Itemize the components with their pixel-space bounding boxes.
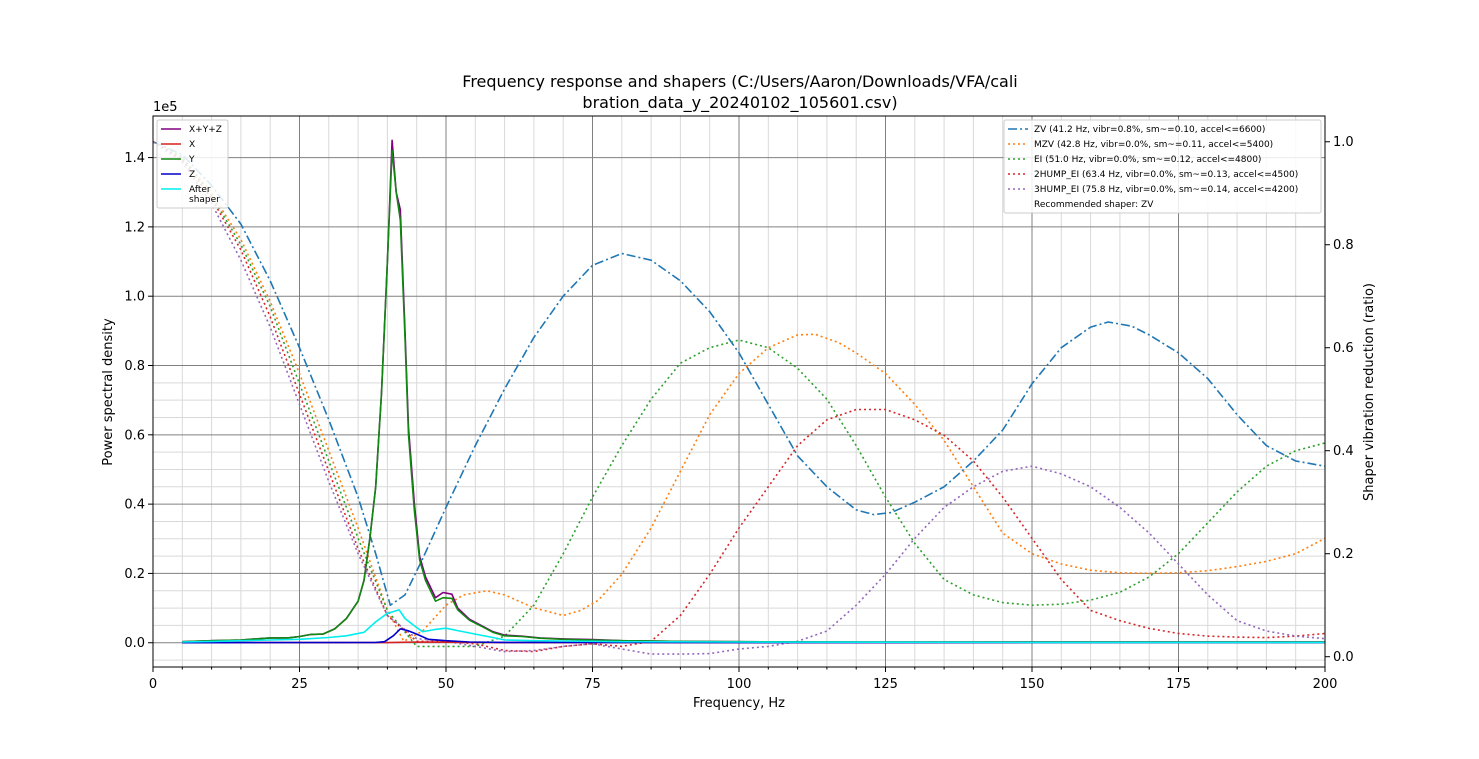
y-left-exponent: 1e5: [153, 100, 178, 115]
shaper-line-0: [152, 140, 1326, 607]
psd-legend-label: Z: [189, 170, 195, 180]
shaper-line-4: [152, 141, 1326, 655]
x-tick-label: 175: [1166, 677, 1191, 692]
y-left-tick-label: 1.0: [124, 290, 145, 305]
x-tick-label: 100: [727, 677, 752, 692]
y-right-tick-label: 0.6: [1333, 341, 1354, 356]
shaper-legend-label: MZV (42.8 Hz, vibr=0.0%, sm~=0.11, accel…: [1034, 140, 1273, 150]
x-tick-label: 50: [438, 677, 455, 692]
shaper-line-3: [152, 141, 1326, 653]
shaper-legend-label: ZV (41.2 Hz, vibr=0.8%, sm~=0.10, accel<…: [1034, 125, 1265, 135]
axes: 0 25 50 75 100 125 150 175 200 0.0 0.2 0.4 0.6 0.8 1.0…: [124, 135, 1353, 692]
y-right-tick-label: 0.8: [1333, 238, 1354, 253]
psd-line-4: [182, 608, 1325, 644]
psd-legend-label: X+Y+Z: [189, 125, 222, 135]
chart-title-line1: Frequency response and shapers (C:/Users…: [462, 72, 1017, 91]
psd-legend-label: shaper: [189, 195, 220, 205]
psd-legend-label: After: [189, 185, 211, 195]
x-tick-label: 75: [584, 677, 601, 692]
plot-series: [152, 139, 1326, 655]
y-right-axis-label: Shaper vibration reduction (ratio): [1362, 283, 1377, 501]
x-tick-label: 25: [291, 677, 308, 692]
x-tick-label: 150: [1020, 677, 1045, 692]
chart-title-line2: bration_data_y_20240102_105601.csv): [582, 93, 897, 113]
psd-legend-label: Y: [188, 155, 195, 165]
y-left-tick-label: 1.4: [124, 151, 145, 166]
psd-legend-label: X: [189, 140, 195, 150]
psd-line-2: [182, 149, 1325, 643]
shaper-legend-recommendation: Recommended shaper: ZV: [1034, 200, 1154, 210]
x-tick-label: 125: [873, 677, 898, 692]
grid-lines: [153, 116, 1325, 667]
shaper-legend-label: EI (51.0 Hz, vibr=0.0%, sm~=0.12, accel<…: [1034, 155, 1261, 165]
shaper-legend: ZV (41.2 Hz, vibr=0.8%, sm~=0.10, accel<…: [1003, 119, 1322, 214]
y-left-tick-label: 1.2: [124, 220, 145, 235]
psd-legend-frame: [156, 119, 229, 209]
shaper-line-2: [152, 140, 1326, 648]
x-tick-label: 200: [1313, 677, 1338, 692]
psd-line-0: [182, 139, 1325, 643]
shaper-legend-frame: [1003, 119, 1322, 214]
y-right-tick-label: 0.0: [1333, 650, 1354, 665]
y-left-tick-label: 0.4: [124, 498, 145, 513]
y-left-axis-label: Power spectral density: [101, 318, 116, 466]
shaper-legend-label: 3HUMP_EI (75.8 Hz, vibr=0.0%, sm~=0.14, …: [1034, 185, 1298, 195]
y-left-tick-label: 0.6: [124, 428, 145, 443]
x-axis-label: Frequency, Hz: [693, 696, 785, 711]
y-right-tick-label: 0.2: [1333, 547, 1354, 562]
y-right-tick-label: 1.0: [1333, 135, 1354, 150]
psd-line-3: [182, 628, 1325, 644]
y-left-tick-label: 0.2: [124, 567, 145, 582]
y-right-tick-label: 0.4: [1333, 444, 1354, 459]
y-left-tick-label: 0.0: [124, 636, 145, 651]
x-tick-label: 0: [149, 677, 157, 692]
y-left-tick-label: 0.8: [124, 359, 145, 374]
shaper-legend-label: 2HUMP_EI (63.4 Hz, vibr=0.0%, sm~=0.13, …: [1034, 170, 1298, 180]
